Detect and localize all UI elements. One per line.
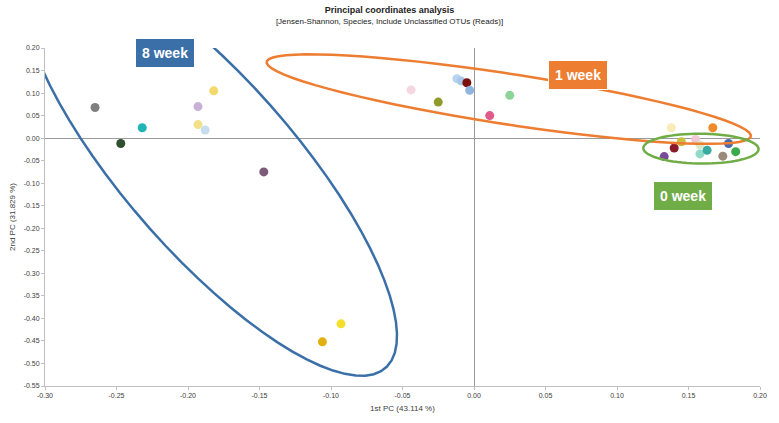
svg-text:-0.20: -0.20 xyxy=(24,225,40,232)
svg-text:0.10: 0.10 xyxy=(610,392,624,399)
svg-text:0.15: 0.15 xyxy=(682,392,696,399)
svg-text:0.10: 0.10 xyxy=(26,90,40,97)
svg-text:-0.25: -0.25 xyxy=(24,247,40,254)
svg-text:2nd PC (31.829 %): 2nd PC (31.829 %) xyxy=(8,183,17,251)
svg-text:-0.35: -0.35 xyxy=(24,292,40,299)
svg-text:-0.30: -0.30 xyxy=(24,270,40,277)
svg-text:-0.05: -0.05 xyxy=(24,157,40,164)
svg-text:8 week: 8 week xyxy=(142,45,188,61)
svg-text:0.05: 0.05 xyxy=(539,392,553,399)
svg-text:-0.55: -0.55 xyxy=(24,382,40,389)
svg-text:0.00: 0.00 xyxy=(467,392,481,399)
svg-text:0.00: 0.00 xyxy=(26,135,40,142)
svg-text:0.05: 0.05 xyxy=(26,112,40,119)
svg-text:Principal coordinates analysis: Principal coordinates analysis[Jensen-Sh… xyxy=(276,5,503,27)
svg-text:-0.15: -0.15 xyxy=(252,392,268,399)
svg-text:-0.25: -0.25 xyxy=(109,392,125,399)
svg-text:-0.50: -0.50 xyxy=(24,360,40,367)
svg-text:1st PC (43.114 %): 1st PC (43.114 %) xyxy=(370,404,435,413)
svg-text:0.15: 0.15 xyxy=(26,67,40,74)
svg-text:0.20: 0.20 xyxy=(26,44,40,51)
svg-text:-0.15: -0.15 xyxy=(24,202,40,209)
svg-text:0.20: 0.20 xyxy=(753,392,767,399)
svg-text:-0.20: -0.20 xyxy=(180,392,196,399)
svg-text:-0.45: -0.45 xyxy=(24,337,40,344)
svg-text:-0.10: -0.10 xyxy=(24,180,40,187)
svg-text:-0.40: -0.40 xyxy=(24,315,40,322)
svg-text:1 week: 1 week xyxy=(555,67,601,83)
svg-text:-0.10: -0.10 xyxy=(323,392,339,399)
svg-text:0 week: 0 week xyxy=(660,188,706,204)
svg-text:-0.05: -0.05 xyxy=(395,392,411,399)
svg-text:-0.30: -0.30 xyxy=(37,392,53,399)
